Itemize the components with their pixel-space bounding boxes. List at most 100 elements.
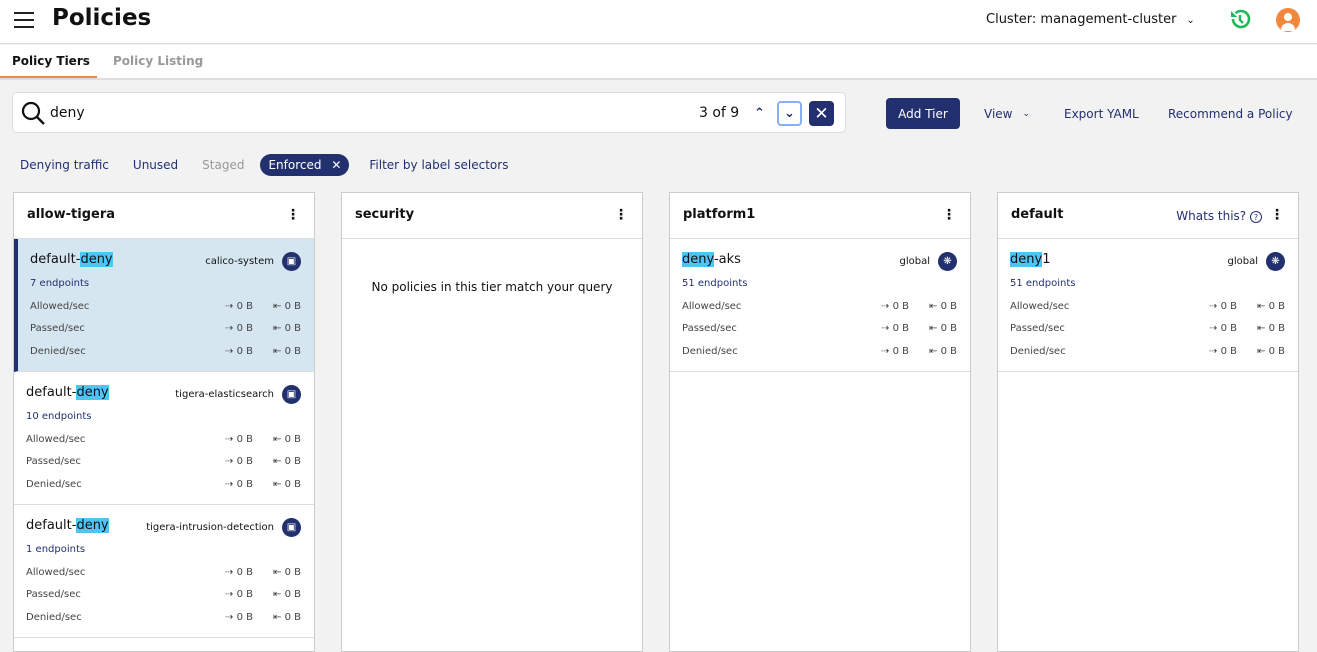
tier-name: default bbox=[1011, 207, 1064, 222]
ingress-value: ⇢ 0 B bbox=[225, 612, 253, 623]
ingress-value: ⇢ 0 B bbox=[1209, 301, 1237, 312]
metric-row: Allowed/sec ⇢ 0 B ⇤ 0 B bbox=[682, 301, 957, 312]
metric-label: Denied/sec bbox=[1010, 346, 1066, 357]
history-icon[interactable] bbox=[1228, 7, 1252, 31]
metric-label: Passed/sec bbox=[30, 323, 85, 334]
tier-column: security ⋮ No policies in this tier matc… bbox=[341, 192, 643, 652]
hamburger-menu-icon[interactable] bbox=[14, 12, 34, 28]
metric-row: Passed/sec ⇢ 0 B ⇤ 0 B bbox=[26, 456, 301, 467]
egress-icon: ⇤ bbox=[273, 346, 282, 357]
egress-value: ⇤ 0 B bbox=[1257, 301, 1285, 312]
policy-card[interactable]: deny-aks global ❋ 51 endpoints Allowed/s… bbox=[670, 239, 970, 372]
global-policy-icon: ❋ bbox=[1266, 252, 1285, 271]
more-options-icon[interactable]: ⋮ bbox=[942, 207, 956, 223]
egress-icon: ⇤ bbox=[273, 479, 282, 490]
tab-policy-tiers[interactable]: Policy Tiers bbox=[12, 54, 90, 68]
filter-enforced-chip[interactable]: Enforced ✕ bbox=[260, 154, 350, 176]
ingress-icon: ⇢ bbox=[225, 323, 234, 334]
endpoints-link[interactable]: 1 endpoints bbox=[26, 544, 86, 555]
egress-value: ⇤ 0 B bbox=[273, 456, 301, 467]
filter-unused[interactable]: Unused bbox=[132, 158, 179, 172]
tier-name: security bbox=[355, 207, 415, 222]
tier-header: platform1 ⋮ bbox=[670, 193, 970, 239]
whats-this-link[interactable]: Whats this? ? bbox=[1176, 209, 1262, 223]
metric-label: Denied/sec bbox=[26, 479, 82, 490]
more-options-icon[interactable]: ⋮ bbox=[614, 207, 628, 223]
policy-card[interactable]: default-deny tigera-elasticsearch ▣ 10 e… bbox=[14, 372, 314, 505]
more-options-icon[interactable]: ⋮ bbox=[1270, 207, 1284, 223]
tier-header: security ⋮ bbox=[342, 193, 642, 239]
egress-icon: ⇤ bbox=[1257, 301, 1266, 312]
tier-column: allow-tigera ⋮ default-deny calico-syste… bbox=[13, 192, 315, 652]
metric-row: Passed/sec ⇢ 0 B ⇤ 0 B bbox=[1010, 323, 1285, 334]
filter-denying-traffic[interactable]: Denying traffic bbox=[20, 158, 109, 172]
ingress-icon: ⇢ bbox=[225, 456, 234, 467]
policy-name: default-deny bbox=[30, 252, 113, 267]
ingress-icon: ⇢ bbox=[881, 323, 890, 334]
view-label: View bbox=[984, 106, 1013, 121]
view-dropdown[interactable]: View ⌄ bbox=[984, 98, 1030, 129]
egress-icon: ⇤ bbox=[1257, 346, 1266, 357]
metric-label: Allowed/sec bbox=[26, 567, 86, 578]
search-highlight: deny bbox=[80, 252, 113, 267]
egress-icon: ⇤ bbox=[1257, 323, 1266, 334]
ingress-icon: ⇢ bbox=[225, 567, 234, 578]
previous-match-button[interactable]: ⌃ bbox=[754, 106, 765, 121]
metric-row: Denied/sec ⇢ 0 B ⇤ 0 B bbox=[26, 612, 301, 623]
policy-name: deny-aks bbox=[682, 252, 741, 267]
egress-icon: ⇤ bbox=[929, 323, 938, 334]
tab-policy-listing[interactable]: Policy Listing bbox=[113, 54, 204, 68]
ingress-icon: ⇢ bbox=[225, 589, 234, 600]
export-yaml-button[interactable]: Export YAML bbox=[1064, 106, 1139, 121]
clear-search-button[interactable]: ✕ bbox=[809, 101, 834, 126]
more-options-icon[interactable]: ⋮ bbox=[286, 207, 300, 223]
egress-value: ⇤ 0 B bbox=[929, 301, 957, 312]
user-icon[interactable] bbox=[1276, 8, 1300, 32]
metric-row: Passed/sec ⇢ 0 B ⇤ 0 B bbox=[30, 323, 301, 334]
metric-label: Passed/sec bbox=[1010, 323, 1065, 334]
cluster-selector[interactable]: Cluster: management-cluster ⌄ bbox=[986, 12, 1195, 27]
policy-name: default-deny bbox=[26, 385, 109, 400]
metric-label: Allowed/sec bbox=[30, 301, 90, 312]
policy-card[interactable]: default-deny calico-system ▣ 7 endpoints… bbox=[14, 239, 314, 372]
policy-card[interactable]: deny1 global ❋ 51 endpoints Allowed/sec … bbox=[998, 239, 1298, 372]
match-count: 3 of 9 bbox=[699, 105, 740, 121]
ingress-value: ⇢ 0 B bbox=[225, 589, 253, 600]
metric-label: Allowed/sec bbox=[26, 434, 86, 445]
endpoints-link[interactable]: 10 endpoints bbox=[26, 411, 92, 422]
next-match-button[interactable]: ⌄ bbox=[777, 101, 802, 126]
global-policy-icon: ❋ bbox=[938, 252, 957, 271]
ingress-icon: ⇢ bbox=[1209, 323, 1218, 334]
filter-label-selectors[interactable]: Filter by label selectors bbox=[369, 158, 509, 172]
metric-label: Passed/sec bbox=[682, 323, 737, 334]
endpoints-link[interactable]: 7 endpoints bbox=[30, 278, 90, 289]
egress-icon: ⇤ bbox=[273, 589, 282, 600]
egress-value: ⇤ 0 B bbox=[1257, 346, 1285, 357]
close-icon[interactable]: ✕ bbox=[331, 158, 342, 172]
endpoints-link[interactable]: 51 endpoints bbox=[682, 278, 748, 289]
recommend-policy-button[interactable]: Recommend a Policy bbox=[1168, 106, 1293, 121]
ingress-value: ⇢ 0 B bbox=[225, 479, 253, 490]
active-tab-indicator bbox=[0, 76, 97, 78]
ingress-value: ⇢ 0 B bbox=[1209, 346, 1237, 357]
endpoints-link[interactable]: 51 endpoints bbox=[1010, 278, 1076, 289]
ingress-value: ⇢ 0 B bbox=[881, 346, 909, 357]
search-input[interactable]: deny bbox=[50, 105, 85, 121]
metric-label: Allowed/sec bbox=[682, 301, 742, 312]
add-tier-button[interactable]: Add Tier bbox=[886, 98, 960, 129]
search-highlight: deny bbox=[682, 252, 714, 267]
metric-row: Allowed/sec ⇢ 0 B ⇤ 0 B bbox=[26, 434, 301, 445]
filter-staged[interactable]: Staged bbox=[202, 158, 245, 172]
ingress-icon: ⇢ bbox=[225, 346, 234, 357]
policy-namespace: tigera-intrusion-detection bbox=[146, 522, 274, 533]
egress-value: ⇤ 0 B bbox=[929, 323, 957, 334]
metric-label: Denied/sec bbox=[682, 346, 738, 357]
ingress-icon: ⇢ bbox=[881, 301, 890, 312]
metric-row: Passed/sec ⇢ 0 B ⇤ 0 B bbox=[26, 589, 301, 600]
policy-card[interactable]: default-deny tigera-intrusion-detection … bbox=[14, 505, 314, 638]
egress-icon: ⇤ bbox=[929, 301, 938, 312]
egress-icon: ⇤ bbox=[273, 612, 282, 623]
search-box: deny 3 of 9 ⌃ ⌄ ✕ bbox=[12, 92, 846, 133]
ingress-value: ⇢ 0 B bbox=[881, 323, 909, 334]
page-title: Policies bbox=[52, 5, 152, 31]
